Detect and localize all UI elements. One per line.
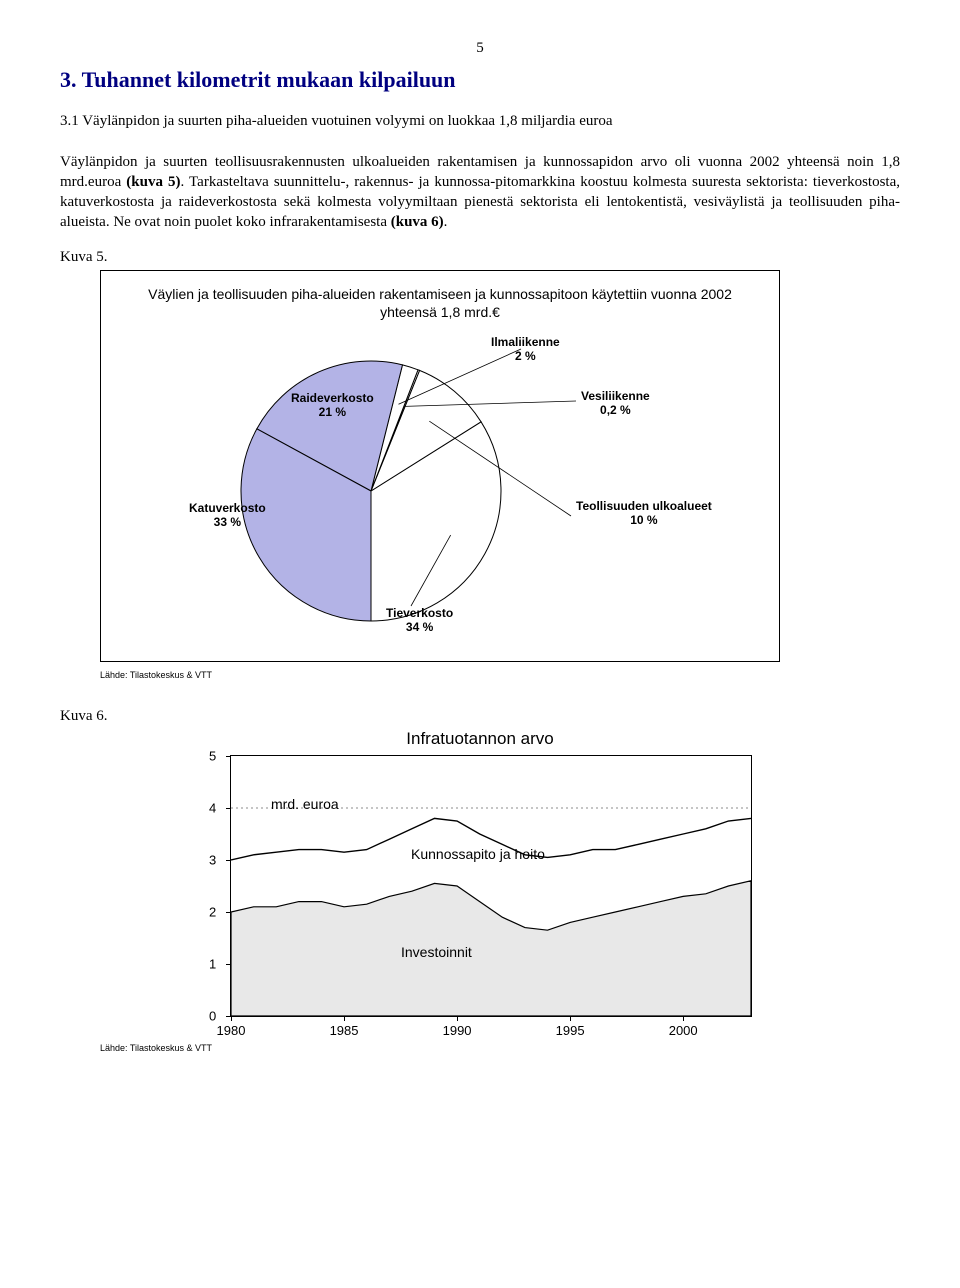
source-note-2: Lähde: Tilastokeskus & VTT <box>100 1043 900 1053</box>
page-number: 5 <box>60 40 900 57</box>
pie-label-ilma: Ilmaliikenne2 % <box>491 335 560 364</box>
pie-label-katu: Katuverkosto33 % <box>189 501 266 530</box>
section-title: 3. Tuhannet kilometrit mukaan kilpailuun <box>60 67 900 93</box>
pie-chart-frame: Väylien ja teollisuuden piha-alueiden ra… <box>100 270 780 662</box>
y-tick-label: 5 <box>209 748 216 763</box>
source-note-1: Lähde: Tilastokeskus & VTT <box>100 670 900 680</box>
series1-label: Kunnossapito ja hoito <box>411 846 545 862</box>
x-tick-label: 1985 <box>330 1023 359 1038</box>
body-paragraph: 3.1 Väylänpidon ja suurten piha-alueiden… <box>60 111 900 233</box>
figure5-caption: Kuva 5. <box>60 249 900 266</box>
x-tick-label: 2000 <box>669 1023 698 1038</box>
y-tick-label: 0 <box>209 1008 216 1023</box>
pie-label-teoll: Teollisuuden ulkoalueet10 % <box>576 499 712 528</box>
x-tick-label: 1980 <box>217 1023 246 1038</box>
pie-label-vesi: Vesiliikenne0,2 % <box>581 389 650 418</box>
pie-label-raide: Raideverkosto21 % <box>291 391 374 420</box>
pie-label-tie: Tieverkosto34 % <box>386 606 453 635</box>
x-tick-label: 1995 <box>556 1023 585 1038</box>
y-tick-label: 4 <box>209 800 216 815</box>
figure6-caption: Kuva 6. <box>60 708 900 725</box>
y-tick-label: 3 <box>209 852 216 867</box>
x-tick-label: 1990 <box>443 1023 472 1038</box>
pie-chart: Ilmaliikenne2 % Raideverkosto21 % Vesili… <box>121 341 761 641</box>
pie-chart-title: Väylien ja teollisuuden piha-alueiden ra… <box>121 285 759 321</box>
line-chart-title: Infratuotannon arvo <box>200 729 760 749</box>
line-chart: Infratuotannon arvo mrd. euroa Kunnossap… <box>200 729 760 1017</box>
y-tick-label: 2 <box>209 904 216 919</box>
series2-label: Investoinnit <box>401 944 472 960</box>
y-axis-unit: mrd. euroa <box>271 796 339 812</box>
y-tick-label: 1 <box>209 956 216 971</box>
